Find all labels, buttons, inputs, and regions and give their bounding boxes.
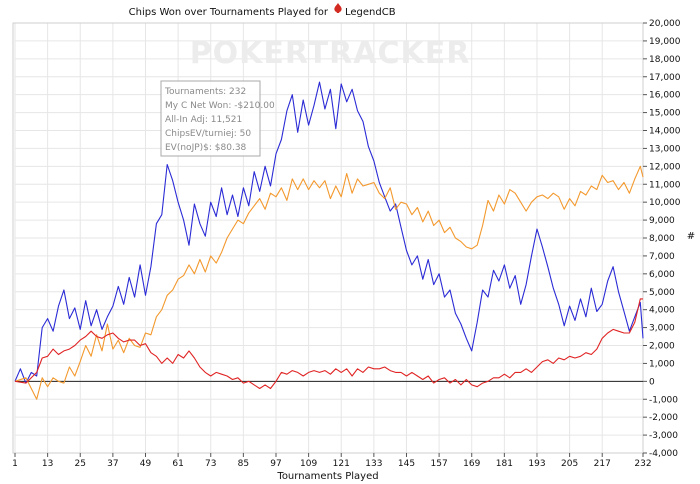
y-tick-label: 15,000 bbox=[649, 109, 681, 119]
x-tick-label: 13 bbox=[42, 459, 53, 469]
x-tick-label: 133 bbox=[365, 459, 382, 469]
x-tick-label: 61 bbox=[172, 459, 183, 469]
tooltip: Tournaments: 232 My C Net Won: -$210.00 … bbox=[160, 80, 275, 157]
series-line-0 bbox=[14, 81, 644, 384]
y-tick-label: 5,000 bbox=[649, 288, 675, 298]
x-tick-label: 169 bbox=[463, 459, 480, 469]
tooltip-line: Tournaments: 232 bbox=[164, 87, 246, 97]
tooltip-line: My C Net Won: -$210.00 bbox=[165, 101, 275, 111]
x-tick-label: 49 bbox=[140, 459, 152, 469]
y-tick-label: 17,000 bbox=[649, 73, 681, 83]
x-tick-label: 217 bbox=[594, 459, 611, 469]
y-tick-label: 13,000 bbox=[649, 144, 681, 154]
x-tick-label: 205 bbox=[561, 459, 578, 469]
x-axis-title: Tournaments Played bbox=[276, 471, 378, 482]
y-tick-label: 18,000 bbox=[649, 55, 681, 65]
x-axis-ticks: 1 13 25 37 49 61 73 85 97 109 121 133 145 157 169 181 19… bbox=[12, 453, 652, 469]
player-name: LegendCB bbox=[345, 7, 396, 18]
y-tick-label: -3,000 bbox=[649, 431, 678, 441]
x-tick-label: 1 bbox=[12, 459, 18, 469]
series-line-1 bbox=[14, 165, 644, 400]
y-tick-label: 11,000 bbox=[649, 180, 681, 190]
y-tick-label: 0 bbox=[649, 377, 655, 387]
y-tick-label: -2,000 bbox=[649, 413, 678, 423]
y-tick-label: 7,000 bbox=[649, 252, 675, 262]
y-tick-label: 2,000 bbox=[649, 342, 675, 352]
watermark: POKERTRACKER bbox=[190, 36, 471, 71]
tooltip-box bbox=[160, 80, 261, 157]
y-axis-ticks: -4,000 -3,000 -2,000 -1,000 0 1,000 2,000 3,000… bbox=[643, 19, 681, 459]
y-tick-label: 8,000 bbox=[649, 234, 675, 244]
tooltip-line: All-In Adj: 11,521 bbox=[165, 115, 242, 125]
y-tick-label: -1,000 bbox=[649, 395, 678, 405]
x-tick-label: 145 bbox=[398, 459, 415, 469]
y-tick-label: -4,000 bbox=[649, 449, 678, 459]
y-tick-label: 19,000 bbox=[649, 37, 681, 47]
y-tick-label: 6,000 bbox=[649, 270, 675, 280]
x-tick-label: 97 bbox=[270, 459, 281, 469]
x-tick-label: 25 bbox=[75, 459, 86, 469]
y-tick-label: 16,000 bbox=[649, 91, 681, 101]
x-tick-label: 193 bbox=[528, 459, 545, 469]
y-axis-title: # bbox=[687, 231, 695, 242]
x-tick-label: 121 bbox=[333, 459, 350, 469]
y-tick-label: 14,000 bbox=[649, 127, 681, 137]
tooltip-line: EV(noJP)$: $80.38 bbox=[165, 143, 247, 153]
tooltip-line: ChipsEV/turniej: 50 bbox=[165, 129, 251, 139]
x-tick-label: 109 bbox=[300, 459, 317, 469]
x-tick-label: 157 bbox=[431, 459, 448, 469]
pokerstars-spade-icon bbox=[334, 3, 342, 13]
y-tick-label: 20,000 bbox=[649, 19, 681, 29]
chart-title-text: Chips Won over Tournaments Played for bbox=[129, 7, 329, 18]
y-tick-label: 10,000 bbox=[649, 198, 681, 208]
series-line-2 bbox=[14, 298, 643, 390]
x-tick-label: 73 bbox=[205, 459, 216, 469]
x-tick-label: 85 bbox=[238, 459, 249, 469]
x-tick-label: 232 bbox=[634, 459, 651, 469]
y-tick-label: 1,000 bbox=[649, 359, 675, 369]
series-layer bbox=[14, 81, 644, 400]
chart-title: Chips Won over Tournaments Played for Le… bbox=[129, 3, 396, 18]
x-tick-label: 181 bbox=[496, 459, 513, 469]
y-tick-label: 3,000 bbox=[649, 324, 675, 334]
y-tick-label: 12,000 bbox=[649, 162, 681, 172]
y-tick-label: 9,000 bbox=[649, 216, 675, 226]
y-tick-label: 4,000 bbox=[649, 306, 675, 316]
x-tick-label: 37 bbox=[107, 459, 118, 469]
